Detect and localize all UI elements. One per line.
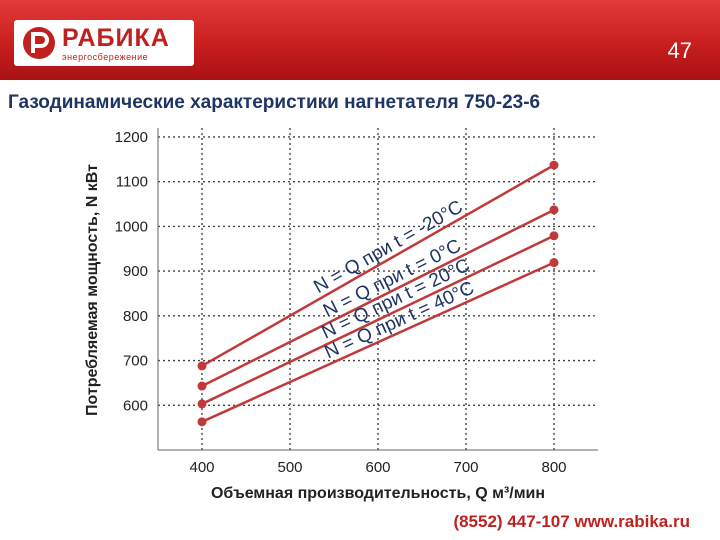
series-line — [201, 164, 555, 368]
data-point — [549, 205, 559, 215]
y-tick-label: 700 — [123, 353, 148, 370]
logo-tagline: энергосбережение — [62, 52, 149, 62]
data-point — [197, 381, 207, 391]
y-tick-label: 1000 — [115, 218, 148, 235]
data-point — [549, 231, 559, 241]
y-tick-label: 900 — [123, 263, 148, 280]
logo-mark-icon — [23, 27, 55, 59]
data-point — [197, 361, 207, 371]
company-logo: РАБИКА энергосбережение — [14, 20, 194, 66]
series-line — [201, 261, 555, 423]
y-tick-label: 600 — [123, 397, 148, 414]
slide-title: Газодинамические характеристики нагнетат… — [8, 92, 541, 113]
contact-footer: (8552) 447-107 www.rabika.ru — [453, 512, 690, 531]
x-tick-label: 700 — [453, 459, 478, 476]
x-tick-label: 500 — [277, 459, 302, 476]
x-tick-label: 800 — [541, 459, 566, 476]
x-tick-label: 400 — [189, 459, 214, 476]
y-axis-title: Потребляемая мощность, N кВт — [84, 164, 101, 416]
header-bar: РАБИКА энергосбережение 47 — [0, 0, 720, 80]
series-line — [201, 234, 555, 406]
data-point — [197, 399, 207, 409]
x-axis-title: Объемная производительность, Q м³/мин — [211, 485, 545, 502]
y-tick-label: 800 — [123, 308, 148, 325]
y-tick-label: 1200 — [115, 129, 148, 146]
x-tick-label: 600 — [365, 459, 390, 476]
series-line — [201, 208, 555, 388]
logo-name: РАБИКА — [62, 24, 170, 52]
data-point — [549, 160, 559, 170]
slide-number: 47 — [667, 38, 692, 63]
y-tick-label: 1100 — [116, 174, 148, 191]
data-point — [197, 417, 207, 427]
data-point — [549, 258, 559, 268]
